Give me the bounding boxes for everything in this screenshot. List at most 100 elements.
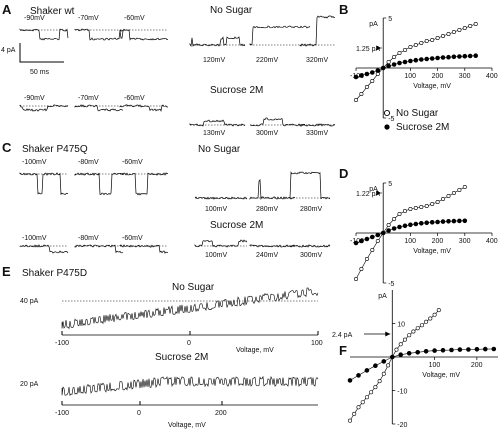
panel-d-point-1-1	[359, 238, 364, 244]
panel-b-point-1-2	[364, 71, 370, 77]
panel-a-scale-current: 4 pA	[1, 47, 16, 54]
panel-b-point-0-10	[408, 44, 413, 49]
legend-sucrose: Sucrose 2M	[396, 122, 449, 133]
panel-c-voltage-bot-0: -100mV	[22, 235, 47, 242]
panel-f-point-1-11	[440, 347, 446, 353]
panel-f-point-0-7	[377, 379, 382, 384]
panel-b-point-0-18	[451, 29, 456, 34]
panel-b-point-0-2	[364, 85, 369, 90]
panel-e-tick-100-a: 100	[311, 340, 323, 347]
panel-f-point-0-3	[360, 400, 365, 405]
panel-f-point-1-9	[423, 348, 429, 354]
panel-b-legend: No Sugar Sucrose 2M	[383, 108, 449, 133]
panel-a-scale-bar: 4 pA 50 ms	[1, 43, 64, 76]
panel-a-trace-top-3	[189, 36, 246, 47]
panel-b-point-1-6	[386, 63, 391, 69]
panel-a-trace-top-2	[119, 28, 169, 41]
panel-e-axis-1: -100 0 100 Voltage, mV	[55, 331, 323, 354]
panel-f-point-1-10	[432, 348, 437, 353]
panel-b-point-1-5	[380, 65, 386, 71]
panel-f-point-1-13	[457, 347, 463, 352]
panel-f-point-0-21	[436, 308, 441, 313]
panel-d-point-1-19	[457, 218, 462, 224]
panel-d-point-1-3	[369, 234, 375, 240]
panel-f-xtick-1: 200	[471, 362, 483, 369]
panel-d-point-1-8	[397, 224, 402, 230]
panel-b-point-1-22	[473, 53, 479, 59]
panel-e-cond2: Sucrose 2M	[155, 352, 208, 363]
panel-c-voltage-bot-2: -60mV	[122, 235, 143, 242]
panel-b-point-0-16	[440, 33, 445, 38]
panel-f-point-0-20	[432, 312, 437, 317]
panel-a-voltage-top-3: 120mV	[203, 57, 226, 64]
panel-d-point-1-4	[375, 232, 381, 238]
panel-c-trace-top-4	[249, 179, 296, 201]
panel-f-point-0-8	[381, 371, 386, 376]
panel-a-voltage-bot-1: -70mV	[78, 95, 99, 102]
panel-f-point-1-16	[482, 346, 488, 352]
panel-e-xlabel-2: Voltage, mV	[168, 422, 206, 429]
panel-c-cond1: No Sugar	[198, 144, 241, 155]
panel-d-point-0-11	[413, 206, 418, 211]
panel-d-point-0-4	[375, 239, 380, 244]
panel-d-point-1-5	[380, 230, 386, 236]
panel-f-point-0-12	[398, 342, 403, 347]
panel-d-xtick-4: 400	[486, 238, 498, 245]
panel-b-point-0-8	[397, 50, 402, 55]
panel-b-point-1-15	[435, 55, 440, 61]
panel-e-tick-0-b: 0	[137, 410, 141, 417]
panel-e-cond1: No Sugar	[172, 282, 215, 293]
panel-e-tick-m100-b: -100	[55, 410, 69, 417]
panel-b-ytick-0: 5	[388, 16, 392, 23]
panel-letter-e: E	[2, 264, 11, 279]
panel-b-xtick-1: 100	[404, 73, 416, 80]
panel-a-voltage-bot-0: -90mV	[24, 95, 45, 102]
panel-d-point-0-16	[440, 197, 445, 202]
legend-no-sugar: No Sugar	[396, 108, 439, 119]
panel-c-voltage-top-4: 280mV	[256, 206, 279, 213]
panel-b-ylabel: pA	[369, 21, 378, 28]
panel-c-voltage-top-5: 280mV	[300, 206, 323, 213]
panel-b-point-1-19	[457, 54, 462, 59]
panel-b-point-0-22	[473, 21, 478, 26]
panel-letter-c: C	[2, 140, 12, 155]
legend-marker-no-sugar	[383, 109, 391, 117]
panel-a-traces	[19, 15, 336, 127]
panel-d-point-1-2	[364, 236, 370, 242]
panel-f-ytick-1: -10	[397, 389, 407, 396]
panel-d-point-0-3	[370, 248, 375, 253]
panel-f-point-0-9	[386, 363, 391, 368]
panel-b-point-1-13	[424, 56, 430, 62]
panel-c-voltage-bot-1: -80mV	[78, 235, 99, 242]
panel-b-point-1-4	[375, 68, 381, 73]
panel-c-voltage-top-0: -100mV	[22, 159, 47, 166]
panel-f-point-1-6	[398, 352, 404, 358]
panel-d-point-0-9	[402, 209, 407, 214]
panel-b-point-1-1	[359, 73, 364, 78]
panel-b-point-0-1	[359, 92, 364, 97]
panel-d-point-0-17	[446, 194, 451, 199]
legend-marker-sucrose	[384, 124, 390, 130]
panel-e-tick-200-b: 200	[215, 410, 227, 417]
panel-letter-b: B	[339, 2, 348, 17]
panel-d-point-0-7	[392, 217, 397, 222]
panel-d-point-1-20	[462, 218, 468, 224]
panel-f-point-1-1	[356, 373, 361, 378]
panel-c-voltage-top-1: -80mV	[78, 159, 99, 166]
panel-a-trace-bot-3	[189, 119, 246, 127]
panel-f-point-0-15	[411, 329, 416, 334]
panel-b-point-0-20	[462, 25, 467, 30]
panel-f-point-0-0	[347, 418, 352, 423]
panel-b-xlabel: Voltage, mV	[413, 83, 451, 90]
panel-f-iv-plot: 100 200 10 -10 -20 pA Voltage, mV 2.4 pA	[332, 290, 498, 429]
panel-d-annotation: 1.22 pA	[356, 191, 380, 198]
panel-c-trace-top-3	[194, 196, 248, 200]
panel-c-trace-bot-0	[19, 244, 69, 254]
panel-e-traces	[61, 287, 319, 397]
panel-c-cond2: Sucrose 2M	[210, 220, 263, 231]
panel-c-voltage-bot-3: 100mV	[205, 252, 228, 259]
panel-a-cond1: No Sugar	[210, 5, 253, 16]
